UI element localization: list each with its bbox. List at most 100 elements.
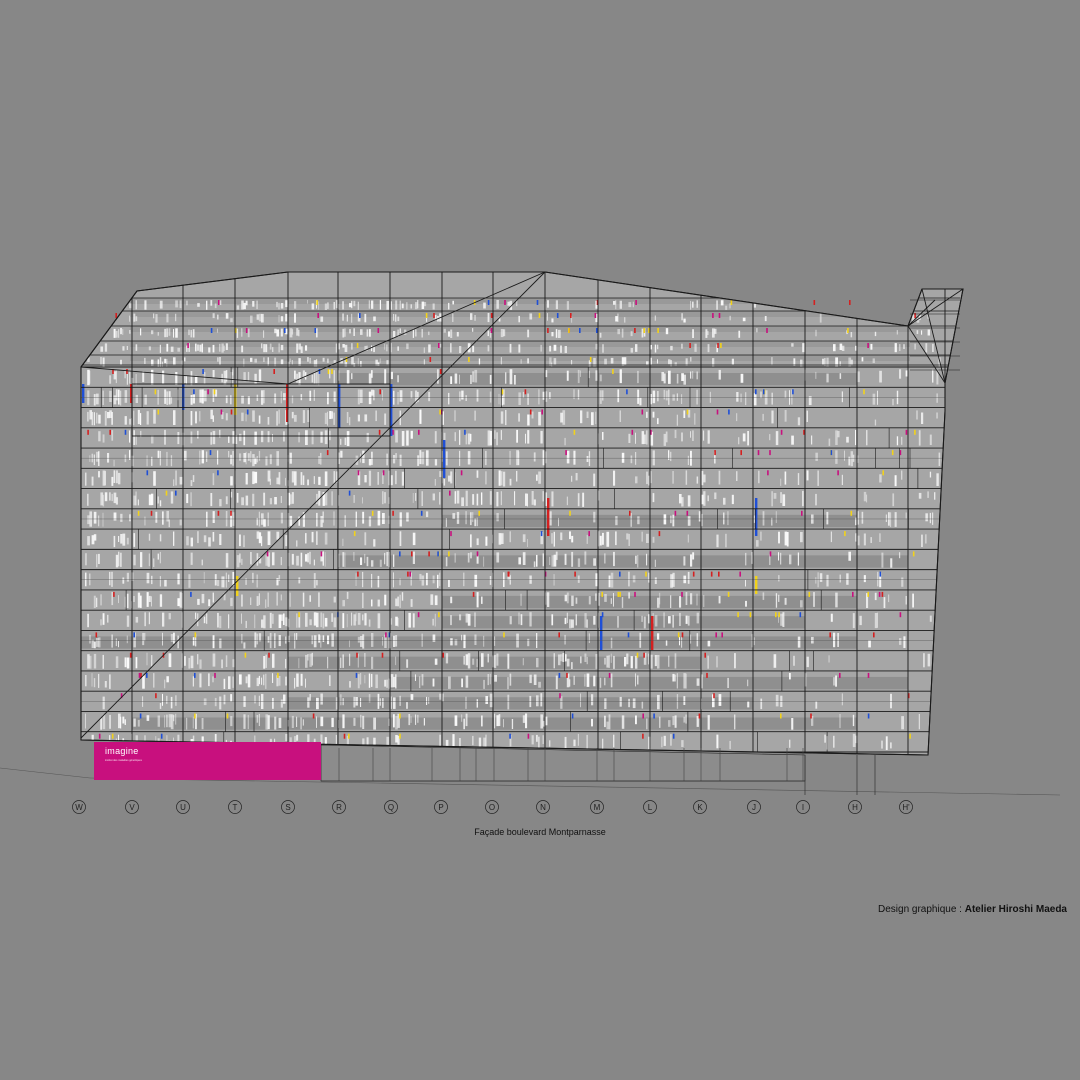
window-light: [470, 534, 472, 548]
window-light: [410, 391, 413, 399]
diagonal-brace: [80, 290, 138, 368]
window-light: [272, 673, 274, 683]
color-tick: [612, 369, 614, 374]
window-light: [588, 360, 591, 367]
window-light: [192, 676, 194, 687]
window-light: [100, 492, 104, 506]
window-light: [256, 456, 258, 463]
window-light: [591, 694, 594, 706]
window-light: [254, 735, 256, 748]
window-light: [718, 694, 722, 706]
window-light: [340, 694, 342, 706]
window-light: [657, 344, 659, 350]
window-light: [406, 430, 409, 446]
window-light: [135, 657, 138, 669]
window-light: [87, 390, 90, 406]
window-light: [509, 531, 511, 543]
window-light: [357, 301, 359, 310]
window-light: [232, 369, 234, 376]
window-light: [252, 454, 255, 467]
window-light: [672, 614, 674, 628]
axis-marker-k: K: [693, 800, 707, 814]
window-light: [89, 573, 91, 586]
window-light: [901, 716, 904, 730]
window-light: [263, 344, 266, 353]
window-light: [476, 658, 478, 668]
window-light: [122, 716, 125, 724]
window-light: [456, 332, 459, 337]
color-tick: [314, 328, 317, 333]
color-tick: [780, 713, 782, 719]
color-tick: [449, 490, 451, 496]
color-tick: [399, 713, 401, 719]
window-light: [701, 513, 703, 527]
window-light: [514, 375, 516, 385]
window-light: [377, 472, 379, 485]
window-light: [560, 412, 563, 423]
color-tick: [588, 531, 590, 537]
window-light: [654, 559, 656, 567]
window-light: [217, 357, 219, 362]
window-light: [313, 476, 315, 485]
window-light: [580, 370, 581, 377]
window-light: [386, 344, 388, 352]
window-light: [225, 553, 229, 568]
color-tick: [565, 450, 567, 456]
axis-marker-i: I: [796, 800, 810, 814]
window-light: [615, 300, 617, 310]
window-light: [643, 616, 646, 629]
window-light: [285, 328, 288, 335]
color-tick: [327, 369, 330, 374]
window-light: [120, 390, 122, 406]
window-light: [382, 513, 385, 524]
window-light: [637, 516, 640, 525]
window-light: [384, 679, 387, 687]
window-light: [373, 390, 375, 401]
window-light: [190, 431, 193, 444]
window-light: [118, 595, 119, 604]
color-tick: [801, 510, 803, 516]
window-light: [716, 534, 719, 548]
window-light: [659, 716, 661, 728]
window-light: [247, 714, 249, 730]
window-light: [916, 410, 918, 420]
window-light: [586, 656, 588, 665]
window-light: [148, 533, 151, 541]
window-light: [478, 737, 482, 749]
window-light: [536, 554, 538, 567]
window-light: [577, 733, 579, 746]
window-light: [566, 450, 570, 464]
window-light: [184, 450, 187, 461]
window-light: [657, 633, 660, 640]
window-light: [291, 715, 294, 728]
window-light: [89, 345, 91, 352]
window-light: [316, 716, 317, 728]
color-tick: [792, 389, 794, 395]
window-light: [560, 696, 563, 709]
window-light: [212, 635, 215, 649]
window-light: [188, 343, 190, 352]
window-light: [527, 329, 530, 338]
window-light: [91, 412, 94, 426]
window-light: [175, 713, 177, 725]
window-light: [687, 615, 690, 626]
window-light: [496, 715, 499, 727]
color-tick: [634, 591, 636, 597]
window-light: [267, 636, 270, 643]
window-light: [890, 742, 892, 749]
window-light: [333, 412, 335, 425]
window-light: [654, 577, 657, 584]
window-light: [386, 679, 388, 688]
window-light: [206, 300, 208, 310]
window-light: [604, 657, 606, 665]
window-light: [793, 358, 796, 366]
window-light: [291, 553, 294, 565]
window-light: [327, 656, 329, 669]
window-light: [760, 531, 762, 541]
window-light: [214, 303, 217, 309]
window-light: [624, 657, 627, 667]
window-light: [456, 490, 460, 504]
window-light: [93, 394, 96, 406]
window-light: [168, 519, 170, 528]
window-light: [707, 495, 709, 502]
